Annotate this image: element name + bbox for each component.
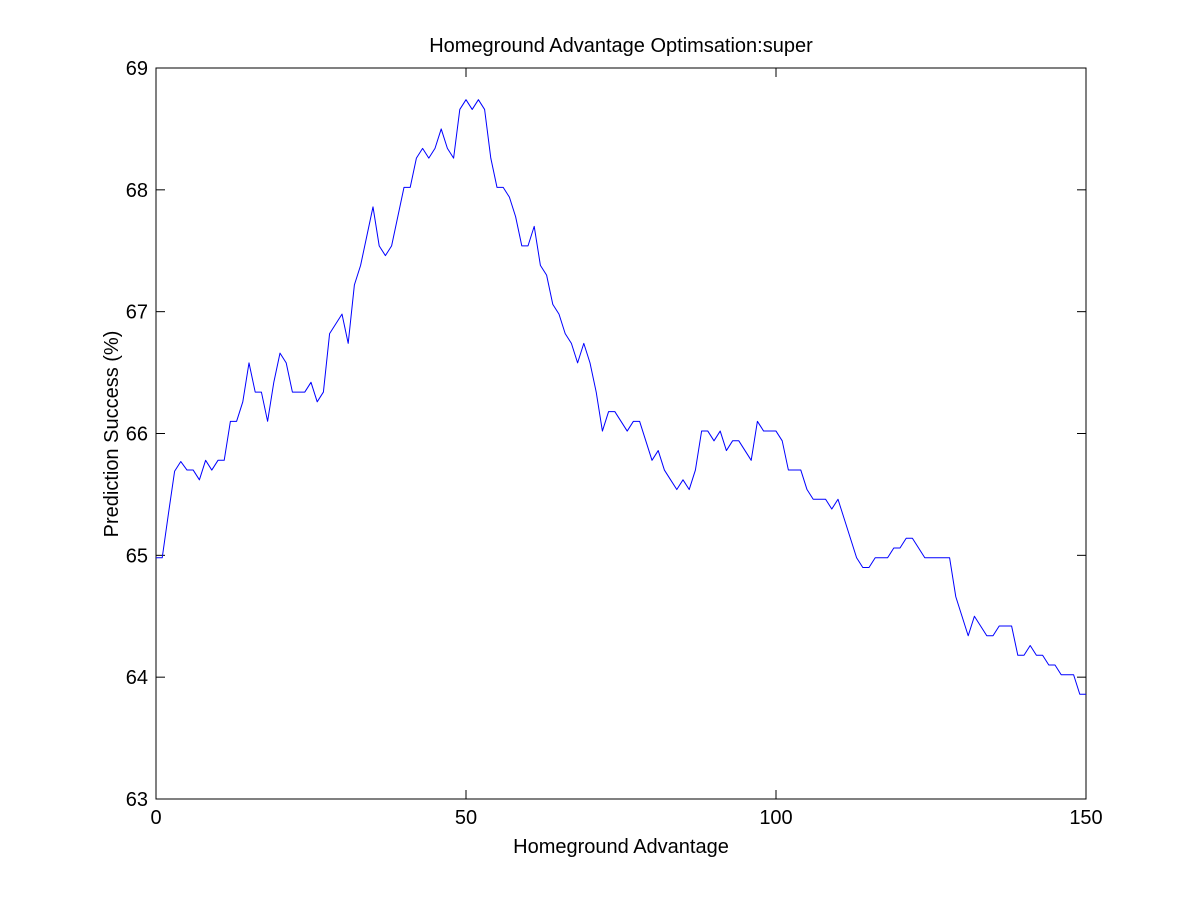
plot-area — [155, 67, 1087, 800]
x-tick-label: 0 — [150, 807, 161, 829]
y-tick-label: 64 — [126, 667, 148, 689]
x-tick-label: 100 — [759, 807, 792, 829]
y-tick-label: 68 — [126, 180, 148, 202]
y-tick-label: 69 — [126, 58, 148, 80]
y-tick-label: 65 — [126, 545, 148, 567]
series-line-0 — [156, 99, 1086, 695]
y-tick-label: 63 — [126, 789, 148, 811]
y-tick-label: 67 — [126, 302, 148, 324]
x-tick-label: 150 — [1069, 807, 1102, 829]
x-axis-label: Homeground Advantage — [513, 836, 729, 858]
tick-labels: 0 50 100 150 63 64 65 66 67 68 69 — [126, 58, 1103, 829]
tick-marks — [155, 67, 1087, 800]
y-axis-label: Prediction Success (%) — [101, 331, 123, 538]
series-layer — [156, 99, 1086, 695]
y-tick-label: 66 — [126, 424, 148, 446]
chart-title: Homeground Advantage Optimsation:super — [429, 35, 813, 57]
x-tick-label: 50 — [455, 807, 477, 829]
